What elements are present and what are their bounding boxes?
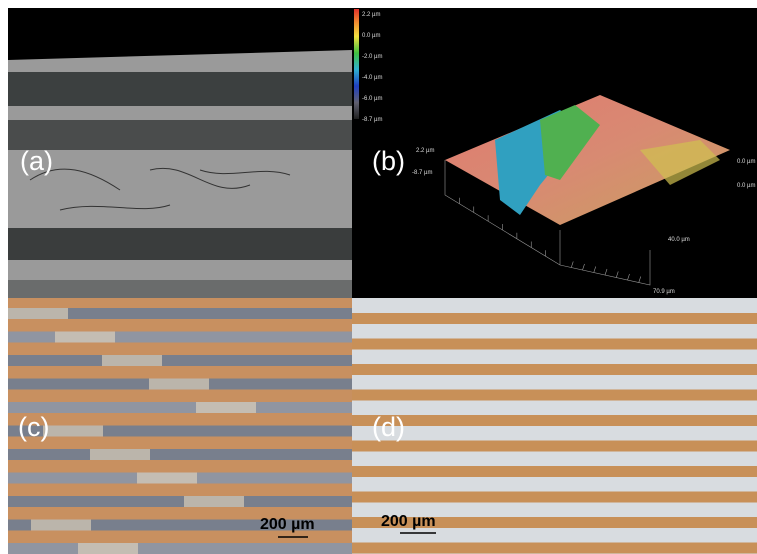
figure: (a) (b) 2.2 µm -8.7 µm 0.0 µm 0.0 µm 40.… [0, 0, 757, 554]
panel-label: (b) [372, 146, 405, 176]
dark-band [8, 120, 352, 150]
stripe [8, 402, 352, 413]
stripe [8, 355, 352, 366]
panel-label: (c) [18, 412, 49, 442]
stripe-pale [90, 449, 150, 460]
stripe [352, 492, 757, 503]
dark-band [8, 228, 352, 260]
stripe [352, 441, 757, 452]
dark-band [8, 72, 352, 106]
stripe-pale [184, 496, 244, 507]
panel-label: (a) [20, 146, 53, 176]
stripe [8, 449, 352, 460]
stripe [352, 543, 757, 554]
stripe-pale [196, 402, 256, 413]
stripe-pale [31, 520, 91, 531]
axis-label: -8.7 µm [412, 170, 432, 176]
axis-label: 40.0 µm [668, 237, 690, 243]
stripe-pale [78, 543, 138, 554]
stripe-pale [102, 355, 162, 366]
stripe-pale [149, 379, 209, 390]
colorbar-tick: 0.0 µm [362, 33, 380, 39]
stripe-pale [43, 426, 103, 437]
stripe [352, 415, 757, 426]
axis-label: 0.0 µm [737, 183, 755, 189]
colorbar-tick: -8.7 µm [362, 117, 382, 123]
panel-a: (a) [8, 8, 352, 298]
axis-label: 2.2 µm [416, 148, 434, 154]
axis-label: 70.9 µm [653, 289, 675, 295]
stripe [352, 466, 757, 477]
colorbar-tick: -6.0 µm [362, 96, 382, 102]
stripe [352, 390, 757, 401]
stripe [352, 364, 757, 375]
stripe-pale [8, 308, 68, 319]
stripe [8, 496, 352, 507]
stripe [352, 339, 757, 350]
panel-b: (b) 2.2 µm -8.7 µm 0.0 µm 0.0 µm 40.0 µm… [352, 8, 757, 298]
scale-bar-label: 200 µm [381, 513, 436, 530]
colorbar-tick: -4.0 µm [362, 75, 382, 81]
scale-bar-label: 200 µm [260, 516, 315, 533]
stripe [352, 313, 757, 324]
stripe-pale [137, 473, 197, 484]
colorbar-tick: -2.0 µm [362, 54, 382, 60]
dark-band [8, 280, 352, 298]
panel-label: (d) [372, 412, 405, 442]
stripe [8, 543, 352, 554]
colorbar-tick: 2.2 µm [362, 12, 380, 18]
stripe-pale [55, 332, 115, 343]
colorbar [354, 9, 359, 119]
axis-label: 0.0 µm [737, 159, 755, 165]
